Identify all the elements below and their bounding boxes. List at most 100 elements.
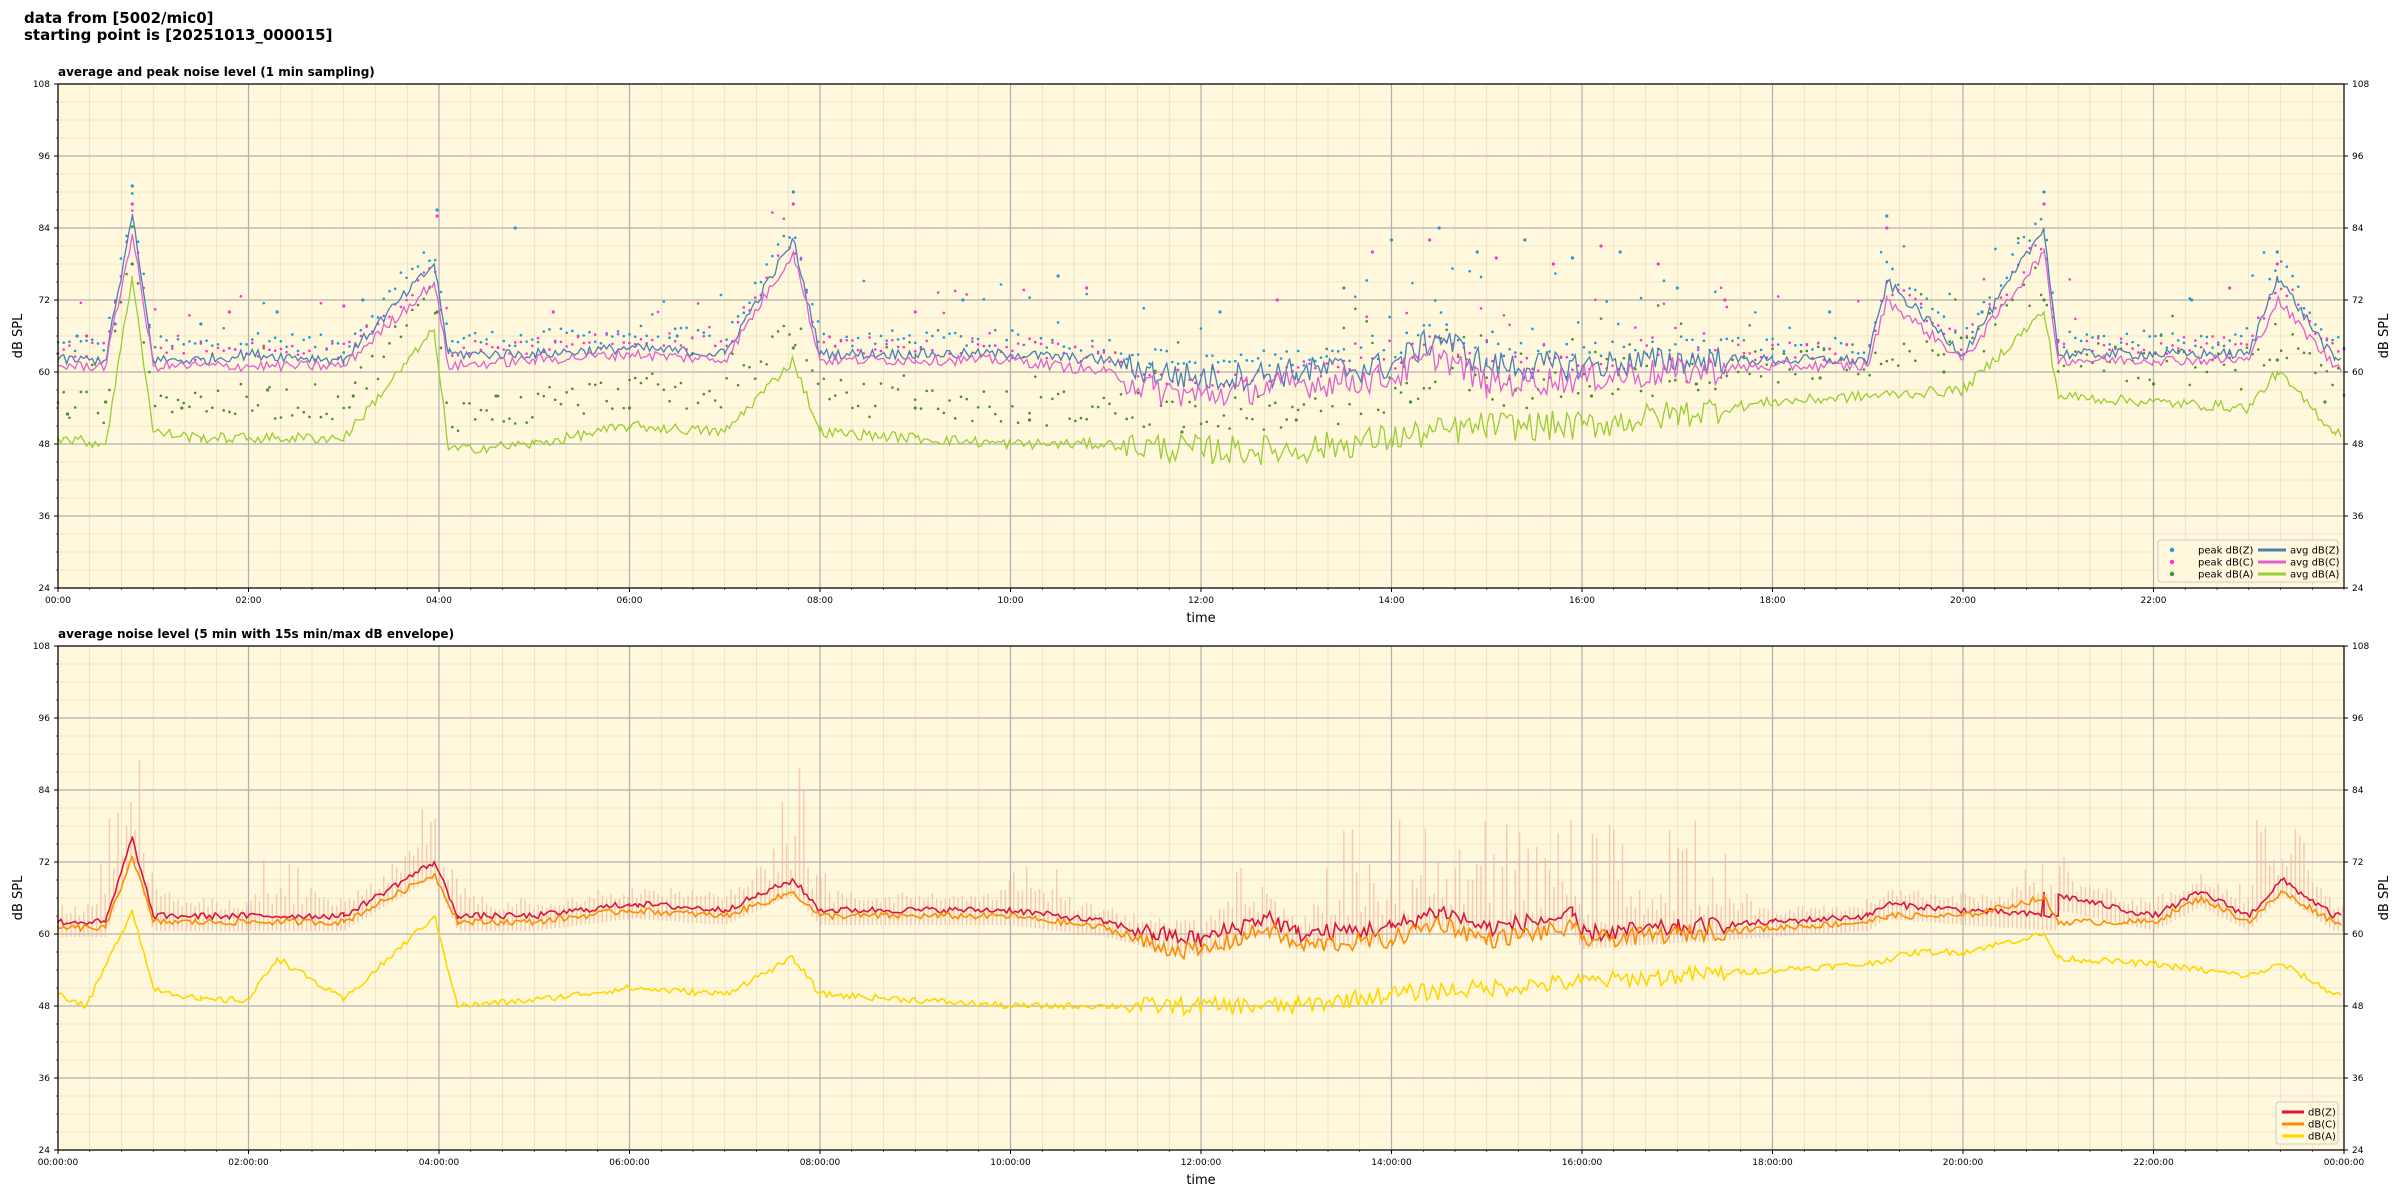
peak-point <box>1199 327 1203 330</box>
peak-point <box>525 340 528 343</box>
starting-point-label: starting point is [20251013_000015] <box>24 26 333 44</box>
legend-label: avg dB(C) <box>2290 558 2340 569</box>
peak-point <box>1218 310 1222 314</box>
peak-point <box>479 348 483 352</box>
peak-point <box>748 301 751 305</box>
peak-point <box>931 334 934 338</box>
x-tick-label: 02:00:00 <box>228 1158 269 1168</box>
peak-point <box>1239 407 1243 411</box>
peak-point <box>188 314 191 317</box>
peak-point <box>999 420 1003 423</box>
peak-point <box>2251 274 2254 277</box>
peak-point <box>199 322 203 326</box>
peak-point <box>90 338 94 342</box>
peak-point <box>633 335 637 339</box>
peak-point <box>171 344 174 348</box>
peak-point <box>2039 247 2043 251</box>
peak-point <box>435 208 439 212</box>
peak-point <box>1302 364 1306 367</box>
peak-point <box>1816 345 1820 349</box>
peak-point <box>256 355 260 358</box>
peak-point <box>1159 373 1163 376</box>
peak-point <box>1971 330 1974 334</box>
peak-point <box>153 308 157 311</box>
peak-point <box>296 349 300 353</box>
peak-point <box>1389 238 1394 242</box>
peak-point <box>719 405 723 409</box>
peak-point <box>1125 357 1129 361</box>
peak-point <box>891 329 894 332</box>
peak-point <box>553 398 557 402</box>
peak-point <box>1696 348 1700 352</box>
y-tick-label: 48 <box>39 440 51 450</box>
peak-point <box>1251 417 1254 421</box>
series-db-c <box>57 855 2342 961</box>
peak-point <box>1439 311 1443 314</box>
peak-point <box>548 328 551 331</box>
peak-point <box>2182 335 2186 339</box>
peak-point <box>1639 296 1643 300</box>
peak-point <box>599 341 603 345</box>
peak-point <box>845 391 848 394</box>
peak-point <box>1845 343 1849 347</box>
peak-point <box>1788 368 1791 371</box>
peak-point <box>593 383 597 387</box>
peak-point <box>399 305 403 309</box>
peak-point <box>227 310 232 314</box>
peak-point <box>605 399 608 403</box>
y-tick-label: 72 <box>39 858 50 868</box>
peak-point <box>285 388 288 391</box>
peak-point <box>1799 349 1803 353</box>
peak-point <box>1702 332 1706 335</box>
peak-point <box>1925 297 1929 300</box>
peak-point <box>1576 364 1580 367</box>
peak-point <box>953 417 957 420</box>
peak-point <box>2222 363 2226 367</box>
peak-point <box>2308 311 2312 314</box>
peak-point <box>2262 317 2266 320</box>
peak-point <box>1405 381 1409 385</box>
peak-point <box>308 349 311 353</box>
peak-point <box>1971 336 1974 340</box>
peak-point <box>531 338 534 341</box>
peak-point <box>68 340 71 344</box>
peak-point <box>531 416 534 419</box>
peak-point <box>1674 326 1677 330</box>
peak-point <box>1451 366 1454 370</box>
peak-point <box>1119 352 1123 355</box>
peak-point <box>451 354 454 357</box>
peak-point <box>679 344 683 347</box>
peak-point <box>331 342 334 345</box>
peak-point <box>1182 362 1186 365</box>
peak-point <box>1062 345 1066 348</box>
peak-point <box>799 258 803 261</box>
peak-point <box>1771 343 1774 347</box>
peak-point <box>1936 353 1940 357</box>
peak-point <box>90 341 94 345</box>
peak-point <box>85 390 88 394</box>
peak-point <box>2274 322 2277 326</box>
peak-point <box>1856 372 1860 376</box>
peak-point <box>793 343 797 347</box>
peak-point <box>2234 333 2237 336</box>
peak-point <box>1211 384 1214 387</box>
x-tick-label: 22:00 <box>2141 596 2167 606</box>
peak-point <box>742 306 746 309</box>
peak-point <box>279 339 283 343</box>
peak-point <box>662 388 666 392</box>
y-tick-label-right: 48 <box>2352 440 2364 450</box>
x-tick-label: 10:00 <box>998 596 1024 606</box>
peak-point <box>1656 262 1660 266</box>
peak-point <box>896 345 900 349</box>
peak-point <box>1531 397 1534 400</box>
peak-point <box>273 417 277 420</box>
peak-point <box>988 331 991 335</box>
peak-point <box>1491 330 1494 334</box>
peak-point <box>1370 250 1375 254</box>
peak-point <box>1931 307 1934 311</box>
peak-point <box>1525 356 1529 360</box>
peak-point <box>405 276 408 280</box>
peak-point <box>576 335 580 339</box>
peak-point <box>1988 296 1991 299</box>
peak-point <box>2194 339 2197 342</box>
